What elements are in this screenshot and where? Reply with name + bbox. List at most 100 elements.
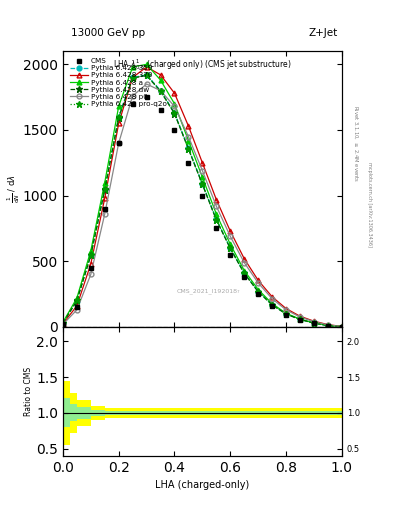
Pythia 6.428 359 [340, 324, 344, 330]
Pythia 6.428 370 [214, 197, 219, 203]
Pythia 6.428 pro-q2o [61, 320, 65, 326]
Pythia 6.428 370 [61, 321, 65, 327]
Pythia 6.428 a [284, 310, 288, 316]
Pythia 6.428 359 [200, 181, 205, 187]
Pythia 6.428 359 [242, 270, 247, 276]
Pythia 6.428 370 [298, 313, 303, 319]
CMS [88, 265, 93, 271]
Pythia 6.428 pro-q2o [284, 311, 288, 317]
Pythia 6.428 dw [298, 316, 303, 323]
Pythia 6.428 p0 [228, 233, 233, 240]
Line: Pythia 6.428 a: Pythia 6.428 a [61, 62, 344, 329]
Pythia 6.428 pro-q2o [242, 270, 247, 276]
Line: Pythia 6.428 359: Pythia 6.428 359 [61, 72, 344, 329]
Pythia 6.428 pro-q2o [340, 324, 344, 330]
Pythia 6.428 a [270, 301, 275, 307]
Y-axis label: Ratio to CMS: Ratio to CMS [24, 367, 33, 416]
Pythia 6.428 p0 [340, 324, 344, 330]
Pythia 6.428 a [102, 179, 107, 185]
Pythia 6.428 pro-q2o [116, 114, 121, 120]
Pythia 6.428 a [130, 64, 135, 70]
Pythia 6.428 a [242, 267, 247, 273]
Pythia 6.428 359 [144, 72, 149, 78]
Pythia 6.428 359 [75, 297, 79, 304]
Pythia 6.428 a [312, 320, 316, 326]
Pythia 6.428 359 [158, 88, 163, 94]
Pythia 6.428 dw [172, 111, 177, 117]
Pythia 6.428 p0 [61, 322, 65, 328]
Pythia 6.428 370 [326, 322, 331, 328]
CMS [340, 324, 344, 330]
Pythia 6.428 359 [214, 216, 219, 222]
Pythia 6.428 pro-q2o [312, 320, 316, 326]
Pythia 6.428 370 [312, 318, 316, 324]
Pythia 6.428 370 [340, 324, 344, 330]
Pythia 6.428 dw [116, 115, 121, 121]
Pythia 6.428 dw [88, 252, 93, 259]
Pythia 6.428 a [144, 61, 149, 68]
Pythia 6.428 dw [158, 88, 163, 94]
Pythia 6.428 a [200, 174, 205, 180]
Pythia 6.428 370 [256, 278, 261, 284]
Line: Pythia 6.428 dw: Pythia 6.428 dw [60, 72, 345, 330]
Pythia 6.428 a [228, 241, 233, 247]
CMS [144, 94, 149, 100]
Pythia 6.428 359 [88, 252, 93, 258]
Pythia 6.428 dw [312, 320, 316, 326]
Pythia 6.428 359 [130, 74, 135, 80]
X-axis label: LHA (charged-only): LHA (charged-only) [155, 480, 250, 490]
Pythia 6.428 370 [158, 72, 163, 78]
Pythia 6.428 pro-q2o [200, 181, 205, 187]
Pythia 6.428 359 [326, 323, 331, 329]
Pythia 6.428 370 [130, 74, 135, 80]
Pythia 6.428 p0 [242, 260, 247, 266]
Text: 13000 GeV pp: 13000 GeV pp [71, 28, 145, 38]
Pythia 6.428 p0 [144, 81, 149, 87]
CMS [200, 193, 205, 199]
Pythia 6.428 359 [312, 320, 316, 326]
Line: Pythia 6.428 p0: Pythia 6.428 p0 [61, 81, 344, 329]
Pythia 6.428 p0 [75, 307, 79, 313]
Pythia 6.428 p0 [116, 140, 121, 146]
Pythia 6.428 pro-q2o [326, 323, 331, 329]
Pythia 6.428 pro-q2o [256, 288, 261, 294]
Pythia 6.428 dw [61, 320, 65, 326]
Pythia 6.428 pro-q2o [75, 297, 79, 304]
CMS [214, 225, 219, 231]
CMS [326, 323, 331, 329]
Pythia 6.428 pro-q2o [102, 186, 107, 193]
Pythia 6.428 dw [75, 297, 79, 304]
CMS [116, 140, 121, 146]
Pythia 6.428 a [88, 248, 93, 254]
Pythia 6.428 370 [172, 90, 177, 96]
Pythia 6.428 p0 [270, 295, 275, 302]
Pythia 6.428 p0 [88, 271, 93, 278]
Pythia 6.428 p0 [214, 203, 219, 209]
Pythia 6.428 a [172, 101, 177, 107]
Pythia 6.428 a [75, 295, 79, 301]
Text: CMS_2021_I192018₇: CMS_2021_I192018₇ [176, 288, 240, 294]
Pythia 6.428 p0 [256, 280, 261, 286]
Pythia 6.428 pro-q2o [298, 316, 303, 323]
Pythia 6.428 a [256, 287, 261, 293]
Pythia 6.428 p0 [284, 307, 288, 313]
CMS [61, 322, 65, 328]
Pythia 6.428 359 [228, 245, 233, 251]
Pythia 6.428 p0 [312, 318, 316, 325]
Pythia 6.428 pro-q2o [158, 88, 163, 94]
Pythia 6.428 pro-q2o [144, 72, 149, 78]
Pythia 6.428 a [298, 316, 303, 322]
CMS [312, 320, 316, 326]
CMS [228, 252, 233, 258]
Pythia 6.428 pro-q2o [172, 110, 177, 116]
Text: LHA $\lambda^1_{0.5}$ (charged only) (CMS jet substructure): LHA $\lambda^1_{0.5}$ (charged only) (CM… [113, 57, 292, 72]
Pythia 6.428 370 [284, 306, 288, 312]
Pythia 6.428 dw [256, 289, 261, 295]
CMS [298, 317, 303, 323]
CMS [186, 160, 191, 166]
Pythia 6.428 p0 [158, 88, 163, 94]
Pythia 6.428 370 [270, 294, 275, 300]
Y-axis label: $\frac{1}{\mathrm{d}N}$ / $\mathrm{d}\lambda$: $\frac{1}{\mathrm{d}N}$ / $\mathrm{d}\la… [5, 175, 22, 203]
Pythia 6.428 p0 [326, 322, 331, 328]
CMS [158, 107, 163, 113]
